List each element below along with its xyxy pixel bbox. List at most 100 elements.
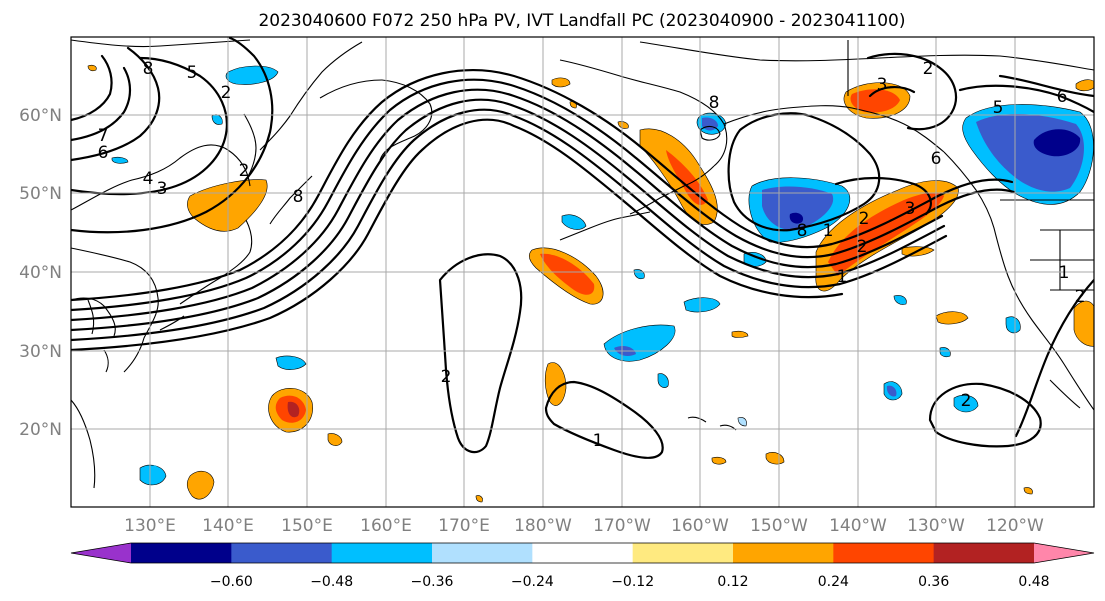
contour-label: 5 bbox=[993, 98, 1004, 118]
colorbar-segment bbox=[231, 543, 333, 563]
coastline-siberia bbox=[71, 39, 251, 48]
colorbar-segment bbox=[131, 543, 232, 563]
contour-east-2 bbox=[1014, 278, 1094, 438]
contour-jet-5 bbox=[71, 108, 948, 342]
colorbar-tick-label: −0.60 bbox=[210, 574, 253, 590]
lon-label: 160°W bbox=[671, 516, 729, 536]
contour-west-inner bbox=[71, 46, 161, 162]
colorbar-tick-label: −0.36 bbox=[411, 574, 454, 590]
contour-label: 2 bbox=[221, 83, 232, 103]
contour-label: 5 bbox=[187, 63, 198, 83]
contour-label: 6 bbox=[98, 143, 109, 163]
colorbar-outline bbox=[70, 542, 1095, 564]
colorbar-tick-label: 0.24 bbox=[818, 574, 849, 590]
lon-label: 130°E bbox=[124, 516, 176, 536]
colorbar-segment bbox=[733, 543, 834, 563]
lat-label: 60°N bbox=[19, 106, 62, 126]
colorbar-segment bbox=[331, 543, 433, 563]
map-panel: 8 5 2 7 6 4 3 2 8 2 1 8 3 2 5 6 6 8 1 2 bbox=[70, 36, 1095, 508]
colorbar-segment bbox=[532, 543, 634, 563]
coastline-kamchatka bbox=[259, 41, 363, 151]
contour-subtropic-1 bbox=[544, 380, 664, 459]
contour-label: 3 bbox=[905, 199, 916, 219]
lon-label: 150°E bbox=[281, 516, 333, 536]
lon-label: 150°W bbox=[750, 516, 808, 536]
coastline-aleutians bbox=[559, 211, 651, 241]
colorbar-tick-label: 0.48 bbox=[1018, 574, 1049, 590]
contour-label: 8 bbox=[709, 93, 720, 113]
figure-title: 2023040600 F072 250 hPa PV, IVT Landfall… bbox=[258, 11, 905, 31]
lat-label: 20°N bbox=[19, 420, 62, 440]
contour-jet-2 bbox=[71, 78, 1016, 312]
anomaly-negative-alaska-gulf bbox=[748, 177, 851, 243]
contour-label: 2 bbox=[1075, 287, 1086, 307]
contour-jet-4 bbox=[71, 98, 946, 332]
contour-label: 8 bbox=[143, 59, 154, 79]
contour-label: 6 bbox=[1057, 87, 1068, 107]
contour-label: 6 bbox=[931, 149, 942, 169]
coastline-arctic-north-america bbox=[639, 41, 1094, 71]
contour-label: 2 bbox=[961, 391, 972, 411]
contour-label: 3 bbox=[877, 75, 888, 95]
lon-label: 120°W bbox=[986, 516, 1044, 536]
colorbar-extend-min bbox=[71, 543, 131, 563]
contour-label: 2 bbox=[239, 161, 250, 181]
coastline-gulf-alaska bbox=[723, 105, 945, 153]
coastline-asia-north bbox=[71, 144, 251, 211]
anomaly-positive-central-pacific bbox=[529, 247, 604, 305]
coastline-baja bbox=[1049, 379, 1081, 409]
contour-label: 8 bbox=[797, 221, 808, 241]
colorbar: −0.60 −0.48 −0.36 −0.24 −0.12 0.12 0.24 0.36 0.4… bbox=[70, 542, 1095, 590]
coastline-alaska-west bbox=[559, 59, 728, 167]
contour-cutoff-loop bbox=[438, 253, 523, 454]
contour-alaska-low bbox=[727, 112, 881, 232]
colorbar-tick-label: 0.36 bbox=[918, 574, 949, 590]
colorbar-tick-label: −0.48 bbox=[310, 574, 353, 590]
colorbar-tick-label: −0.12 bbox=[611, 574, 654, 590]
us-state-borders bbox=[1030, 229, 1094, 291]
lat-label: 40°N bbox=[19, 263, 62, 283]
coastline-china bbox=[71, 247, 159, 373]
colorbar-segment bbox=[933, 543, 1035, 563]
contour-labels: 8 5 2 7 6 4 3 2 8 2 1 8 3 2 5 6 6 8 1 2 bbox=[98, 59, 1086, 451]
colorbar-segment bbox=[833, 543, 935, 563]
contour-label: 1 bbox=[823, 221, 834, 241]
lat-label: 30°N bbox=[19, 342, 62, 362]
contour-jet-6 bbox=[71, 118, 844, 352]
lon-label: 170°W bbox=[593, 516, 651, 536]
lon-label: 140°E bbox=[202, 516, 254, 536]
coastline-kurils bbox=[269, 175, 313, 225]
coastline-taiwan bbox=[87, 299, 109, 373]
contour-label: 1 bbox=[837, 267, 848, 287]
colorbar-extend-max bbox=[1034, 543, 1094, 563]
contour-west-2 bbox=[71, 37, 274, 234]
contour-jet-3 bbox=[71, 88, 944, 322]
colorbar-tick-label: −0.24 bbox=[511, 574, 554, 590]
lon-label: 170°E bbox=[438, 516, 490, 536]
contour-label: 4 bbox=[143, 169, 154, 189]
lon-label: 140°W bbox=[829, 516, 887, 536]
coastline-north-america-west bbox=[943, 151, 1094, 411]
colorbar-segment bbox=[432, 543, 533, 563]
latitude-labels: 60°N 50°N 40°N 30°N 20°N bbox=[19, 106, 62, 440]
coastline-japan bbox=[179, 219, 253, 305]
contour-label: 2 bbox=[441, 367, 452, 387]
contour-north-3 bbox=[866, 52, 958, 131]
longitude-labels: 130°E 140°E 150°E 160°E 170°E 180°W 170°… bbox=[124, 516, 1044, 536]
map-frame bbox=[70, 36, 1095, 508]
contour-label: 2 bbox=[857, 237, 868, 257]
contour-label: 2 bbox=[923, 59, 934, 79]
coastline-alaska-island bbox=[699, 125, 721, 141]
lat-label: 50°N bbox=[19, 184, 62, 204]
pv-contours bbox=[71, 37, 1094, 459]
contour-label: 8 bbox=[293, 187, 304, 207]
contour-label: 3 bbox=[157, 179, 168, 199]
contour-east-loop bbox=[928, 382, 1042, 448]
contour-label: 1 bbox=[593, 431, 604, 451]
coastline-chukotka bbox=[319, 79, 433, 161]
contour-label: 2 bbox=[859, 209, 870, 229]
contour-label: 7 bbox=[98, 126, 109, 146]
colorbar-tick-label: 0.12 bbox=[717, 574, 748, 590]
contour-alaska-1 bbox=[834, 176, 932, 216]
anomaly-negative-northeast bbox=[962, 104, 1094, 205]
